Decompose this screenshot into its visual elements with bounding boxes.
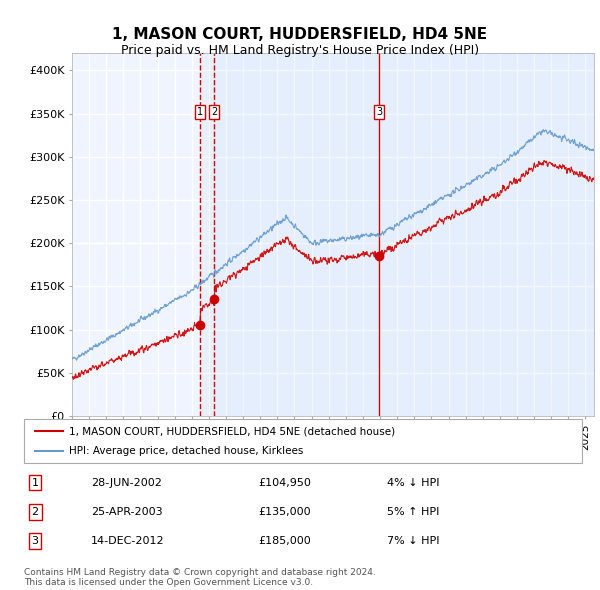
Text: 3: 3 <box>376 107 382 117</box>
Text: 2: 2 <box>32 507 39 517</box>
Text: Price paid vs. HM Land Registry's House Price Index (HPI): Price paid vs. HM Land Registry's House … <box>121 44 479 57</box>
Text: 14-DEC-2012: 14-DEC-2012 <box>91 536 164 546</box>
FancyBboxPatch shape <box>24 419 582 463</box>
Text: 3: 3 <box>32 536 38 546</box>
Text: This data is licensed under the Open Government Licence v3.0.: This data is licensed under the Open Gov… <box>24 578 313 587</box>
Text: Contains HM Land Registry data © Crown copyright and database right 2024.: Contains HM Land Registry data © Crown c… <box>24 568 376 576</box>
Text: 1, MASON COURT, HUDDERSFIELD, HD4 5NE (detached house): 1, MASON COURT, HUDDERSFIELD, HD4 5NE (d… <box>68 427 395 436</box>
Text: £104,950: £104,950 <box>259 477 311 487</box>
Text: £185,000: £185,000 <box>259 536 311 546</box>
Text: HPI: Average price, detached house, Kirklees: HPI: Average price, detached house, Kirk… <box>68 446 303 455</box>
Text: 28-JUN-2002: 28-JUN-2002 <box>91 477 162 487</box>
Text: 7% ↓ HPI: 7% ↓ HPI <box>387 536 439 546</box>
Text: 4% ↓ HPI: 4% ↓ HPI <box>387 477 439 487</box>
Text: £135,000: £135,000 <box>259 507 311 517</box>
Text: 25-APR-2003: 25-APR-2003 <box>91 507 163 517</box>
Text: 5% ↑ HPI: 5% ↑ HPI <box>387 507 439 517</box>
Bar <box>214 53 594 416</box>
Text: 1: 1 <box>197 107 203 117</box>
Bar <box>200 53 214 416</box>
Text: 1, MASON COURT, HUDDERSFIELD, HD4 5NE: 1, MASON COURT, HUDDERSFIELD, HD4 5NE <box>112 27 488 41</box>
Text: 1: 1 <box>32 477 38 487</box>
Text: 2: 2 <box>211 107 218 117</box>
